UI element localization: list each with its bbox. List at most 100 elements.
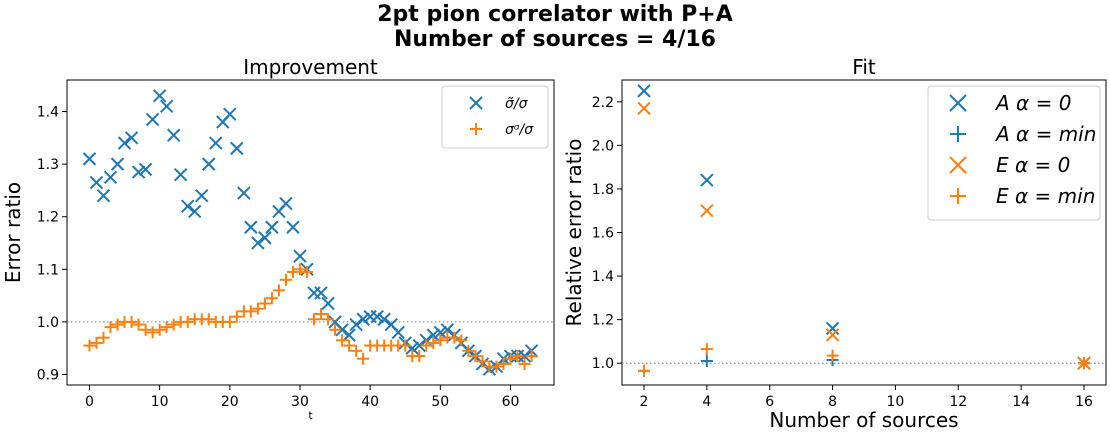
data-point bbox=[322, 313, 335, 326]
data-point bbox=[230, 310, 243, 323]
data-point bbox=[89, 175, 104, 190]
data-point bbox=[167, 318, 180, 331]
x-tick-label: 60 bbox=[502, 394, 520, 410]
series-1 bbox=[82, 89, 539, 376]
y-axis-label: Error ratio bbox=[1, 182, 25, 283]
legend-marker bbox=[949, 94, 967, 112]
y-tick-label: 1.3 bbox=[37, 157, 59, 173]
data-point bbox=[469, 350, 482, 363]
data-point bbox=[145, 112, 160, 127]
data-point bbox=[125, 315, 138, 328]
data-point bbox=[448, 331, 461, 344]
x-tick-label: 8 bbox=[828, 394, 837, 410]
data-point bbox=[420, 339, 433, 352]
data-point bbox=[525, 350, 538, 363]
legend-label: σ̃/σ bbox=[505, 96, 529, 112]
data-point bbox=[286, 265, 299, 278]
data-point bbox=[1078, 357, 1090, 370]
data-point bbox=[342, 328, 356, 342]
data-point bbox=[412, 338, 426, 353]
plot-frame bbox=[66, 79, 555, 386]
data-point bbox=[308, 313, 321, 326]
legend-marker bbox=[949, 156, 967, 174]
data-point bbox=[637, 101, 651, 116]
x-tick-label: 2 bbox=[640, 394, 649, 410]
series-2 bbox=[638, 353, 1090, 377]
data-point bbox=[504, 352, 517, 365]
data-point bbox=[265, 220, 279, 234]
y-tick-label: 1.0 bbox=[37, 315, 59, 331]
data-point bbox=[251, 236, 265, 250]
legend-label: E α = min bbox=[996, 184, 1095, 208]
x-tick-label: 20 bbox=[221, 394, 239, 410]
data-point bbox=[132, 318, 145, 331]
y-tick-label: 1.6 bbox=[592, 226, 614, 242]
y-tick-label: 0.9 bbox=[37, 367, 59, 383]
x-axis-label: t bbox=[308, 409, 313, 422]
data-point bbox=[293, 263, 306, 276]
x-tick-label: 4 bbox=[702, 394, 711, 410]
data-point bbox=[251, 302, 264, 315]
data-point bbox=[427, 336, 440, 349]
data-point bbox=[181, 315, 194, 328]
data-point bbox=[103, 170, 118, 184]
data-point bbox=[111, 318, 124, 331]
data-point bbox=[279, 196, 293, 211]
data-point bbox=[293, 249, 307, 263]
legend-label: σᵅ/σ bbox=[505, 122, 534, 138]
x-tick-label: 14 bbox=[1012, 394, 1030, 410]
data-point bbox=[517, 349, 532, 363]
data-point bbox=[230, 141, 244, 156]
data-point bbox=[166, 128, 181, 142]
data-point bbox=[244, 220, 258, 234]
data-point bbox=[511, 350, 524, 363]
data-point bbox=[349, 317, 363, 332]
data-point bbox=[700, 173, 714, 187]
data-point bbox=[146, 326, 159, 339]
data-point bbox=[159, 99, 174, 114]
series-4 bbox=[638, 343, 1090, 377]
legend-marker bbox=[950, 126, 966, 142]
legend: σ̃/σ σᵅ/σ bbox=[441, 85, 549, 149]
data-point bbox=[426, 328, 441, 342]
figure-title-line-1: 2pt pion correlator with P+A bbox=[377, 2, 733, 27]
y-tick-label: 2.2 bbox=[592, 95, 614, 111]
data-point bbox=[124, 131, 139, 145]
y-tick-label: 1.2 bbox=[592, 313, 614, 329]
panel-title: Improvement bbox=[243, 55, 378, 79]
data-point bbox=[405, 341, 419, 355]
data-point bbox=[96, 188, 111, 203]
y-tick-label: 1.0 bbox=[592, 356, 614, 372]
data-point bbox=[700, 355, 713, 368]
data-point bbox=[455, 334, 468, 347]
data-point bbox=[173, 167, 188, 182]
x-tick-label: 16 bbox=[1075, 394, 1093, 410]
data-point bbox=[343, 339, 356, 352]
data-point bbox=[195, 188, 209, 203]
data-point bbox=[476, 355, 489, 368]
series-2 bbox=[83, 263, 538, 373]
y-tick-label: 1.4 bbox=[37, 105, 59, 121]
data-point bbox=[90, 336, 103, 349]
data-point bbox=[117, 136, 132, 150]
data-point bbox=[265, 292, 278, 305]
data-point bbox=[433, 325, 448, 340]
data-point bbox=[153, 323, 166, 336]
data-point bbox=[370, 309, 384, 324]
data-point bbox=[462, 344, 475, 357]
data-point bbox=[826, 349, 839, 362]
y-axis-label: Relative error ratio bbox=[562, 139, 586, 327]
data-point bbox=[490, 360, 503, 373]
legend-label: E α = 0 bbox=[996, 153, 1070, 177]
legend: A α = 0 A α = min E α = 0 E α = min bbox=[927, 85, 1101, 221]
data-point bbox=[223, 107, 237, 121]
legend-box bbox=[441, 85, 549, 149]
panel-title: Fit bbox=[852, 55, 876, 79]
x-tick-label: 10 bbox=[887, 394, 905, 410]
data-point bbox=[356, 312, 370, 326]
legend-label: A α = 0 bbox=[994, 91, 1071, 115]
data-point bbox=[391, 325, 405, 340]
data-point bbox=[413, 350, 426, 363]
data-point bbox=[300, 265, 313, 278]
data-point bbox=[180, 199, 195, 213]
